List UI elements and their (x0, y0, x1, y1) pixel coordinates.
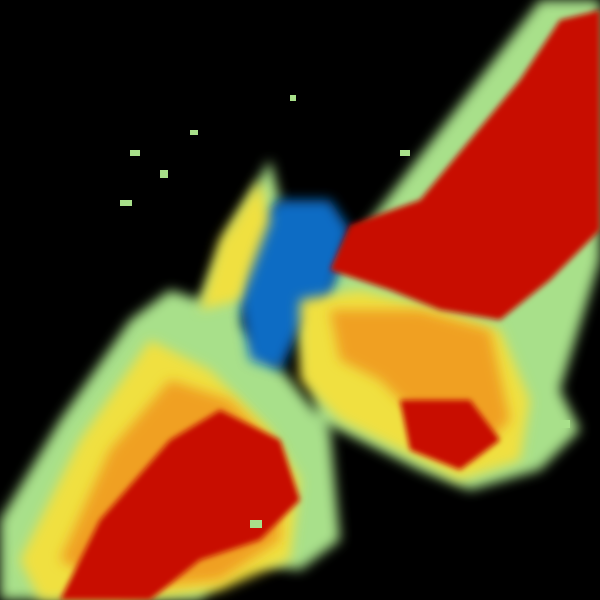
echo-red (60, 10, 600, 600)
echo-scatter (120, 95, 570, 528)
echo-blue (240, 200, 350, 370)
